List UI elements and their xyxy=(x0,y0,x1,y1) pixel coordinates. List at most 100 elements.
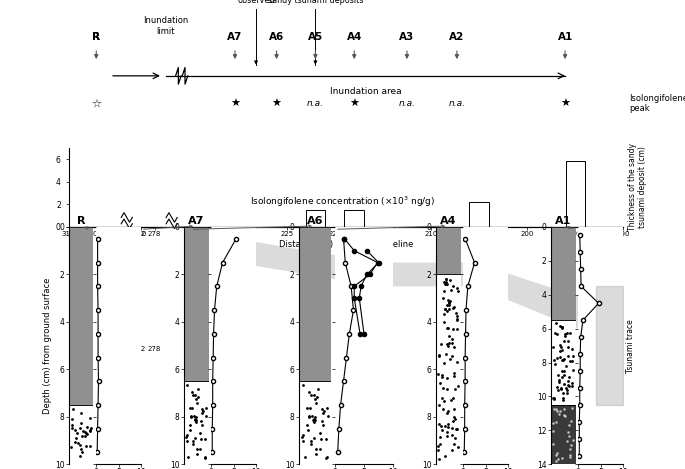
Point xyxy=(442,280,453,288)
Bar xyxy=(68,227,93,405)
Point xyxy=(438,359,449,366)
Point xyxy=(566,382,577,390)
Point xyxy=(186,413,197,420)
Point xyxy=(303,413,314,420)
Point xyxy=(558,367,569,375)
Point xyxy=(310,395,321,402)
Point xyxy=(445,276,456,284)
Point xyxy=(433,446,444,454)
Point xyxy=(196,406,207,413)
Point xyxy=(556,323,567,331)
Point xyxy=(566,404,577,412)
Point xyxy=(69,426,80,434)
Point xyxy=(440,351,451,358)
Point xyxy=(75,452,86,460)
Point xyxy=(79,428,90,436)
Text: Isolongifolene
peak: Isolongifolene peak xyxy=(629,94,685,113)
Title: A1: A1 xyxy=(555,216,571,226)
Point xyxy=(432,370,443,378)
Point xyxy=(558,394,569,401)
Point xyxy=(190,434,201,441)
Point xyxy=(566,345,577,352)
Title: A6: A6 xyxy=(307,216,323,226)
Point xyxy=(452,382,463,390)
Point xyxy=(564,329,575,337)
Point xyxy=(445,298,456,305)
Point xyxy=(555,408,566,415)
Point xyxy=(558,396,569,403)
Point xyxy=(447,424,458,432)
Text: n.a.: n.a. xyxy=(399,99,416,108)
Point xyxy=(306,438,317,445)
Point xyxy=(553,386,564,394)
Point xyxy=(452,312,463,319)
Point xyxy=(314,429,325,437)
Point xyxy=(442,432,453,440)
Point xyxy=(439,280,450,287)
Point xyxy=(443,305,454,313)
Point xyxy=(435,434,446,441)
Point xyxy=(195,436,206,443)
Text: The most inland
isolongifolene peak
observed: The most inland isolongifolene peak obse… xyxy=(216,0,295,5)
Point xyxy=(445,286,456,294)
Point xyxy=(186,413,197,421)
Text: 282: 282 xyxy=(132,346,145,352)
Point xyxy=(442,386,453,393)
Point xyxy=(301,421,312,428)
Point xyxy=(81,442,92,449)
Point xyxy=(547,394,558,401)
Point xyxy=(555,344,566,351)
Text: A1: A1 xyxy=(558,32,573,42)
Point xyxy=(553,410,564,418)
Point xyxy=(451,325,462,333)
Point xyxy=(558,356,569,363)
Point xyxy=(185,426,196,433)
Point xyxy=(189,416,200,424)
Point xyxy=(448,417,459,425)
Point xyxy=(451,426,462,433)
Title: A7: A7 xyxy=(188,216,204,226)
Point xyxy=(434,420,445,427)
Point xyxy=(440,276,451,283)
Point xyxy=(302,426,313,433)
Text: R: R xyxy=(92,32,100,42)
Point xyxy=(446,339,457,347)
Point xyxy=(564,422,575,429)
Text: A3: A3 xyxy=(399,32,414,42)
Bar xyxy=(566,161,585,227)
Point xyxy=(549,395,560,402)
Point xyxy=(551,319,562,327)
Point xyxy=(301,404,312,412)
Bar xyxy=(299,381,331,464)
Point xyxy=(191,450,202,457)
Point xyxy=(562,429,573,436)
Y-axis label: Depth (cm) from ground surface: Depth (cm) from ground surface xyxy=(43,278,52,414)
Point xyxy=(556,356,567,363)
Point xyxy=(433,442,444,450)
Point xyxy=(308,391,319,399)
Point xyxy=(303,413,314,421)
Point xyxy=(558,411,569,418)
Point xyxy=(449,434,460,442)
Text: Inundation area: Inundation area xyxy=(329,87,401,96)
Point xyxy=(551,383,562,390)
Point xyxy=(75,441,86,449)
Text: ★: ★ xyxy=(230,98,240,108)
Point xyxy=(309,418,320,425)
Point xyxy=(557,373,568,380)
Point xyxy=(197,421,208,428)
Point xyxy=(198,407,209,415)
Bar xyxy=(68,405,93,464)
Point xyxy=(190,395,201,402)
Text: R: R xyxy=(92,32,100,42)
Point xyxy=(75,419,86,427)
Point xyxy=(551,405,562,413)
Text: Isolongifolene concentration ($\times$10$^3$ ng/g): Isolongifolene concentration ($\times$10… xyxy=(250,194,435,209)
Point xyxy=(562,353,573,360)
Bar xyxy=(299,227,331,381)
Point xyxy=(548,405,559,413)
Point xyxy=(188,440,199,447)
Point xyxy=(549,329,560,337)
Point xyxy=(434,401,445,409)
Point xyxy=(433,456,444,463)
